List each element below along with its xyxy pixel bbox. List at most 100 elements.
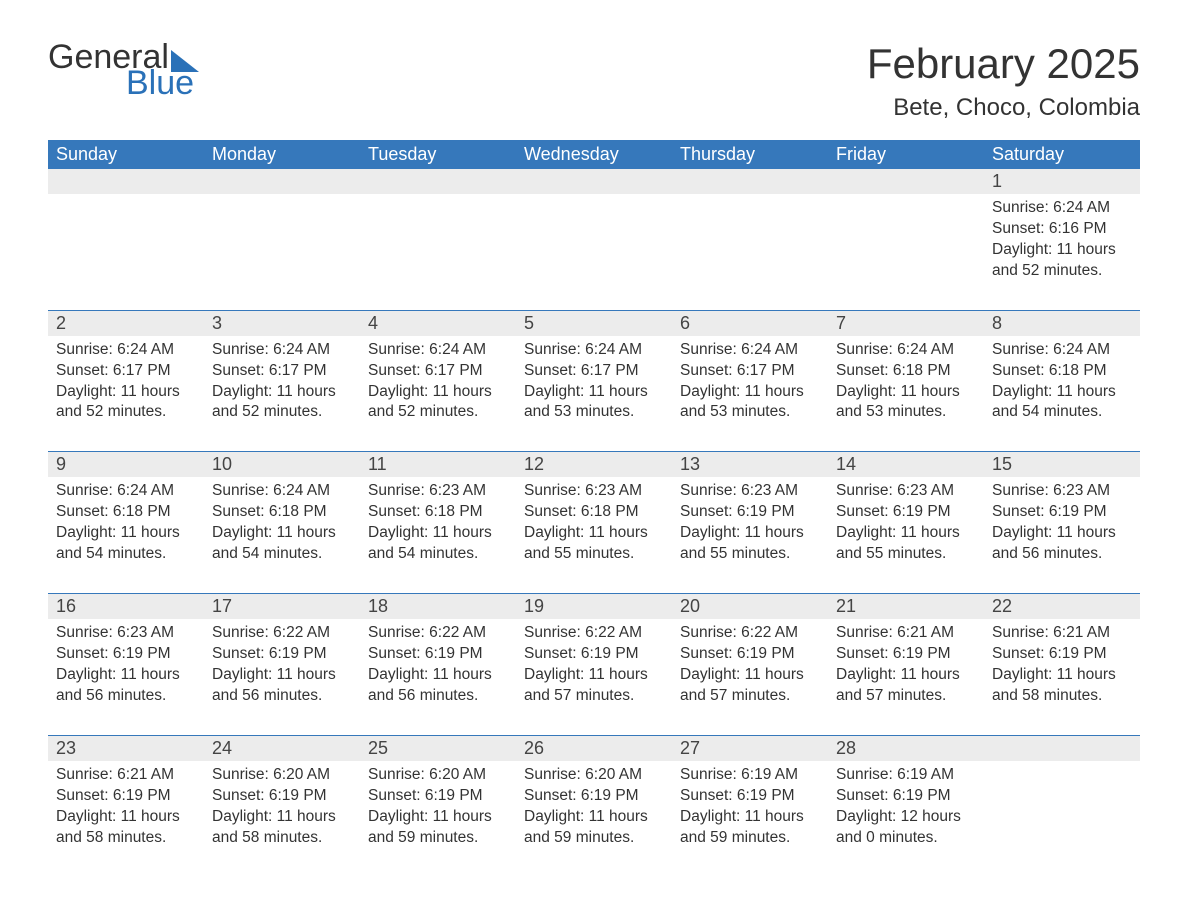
sunrise-line: Sunrise: 6:21 AM bbox=[992, 623, 1132, 644]
daylight-line: Daylight: 11 hours and 58 minutes. bbox=[212, 807, 352, 849]
sunset-line: Sunset: 6:19 PM bbox=[836, 502, 976, 523]
sunset-line: Sunset: 6:17 PM bbox=[56, 361, 196, 382]
sunset-line: Sunset: 6:19 PM bbox=[992, 644, 1132, 665]
day-number-cell: 20 bbox=[672, 594, 828, 619]
day-number-cell: 16 bbox=[48, 594, 204, 619]
sunrise-line: Sunrise: 6:24 AM bbox=[992, 340, 1132, 361]
sunset-line: Sunset: 6:19 PM bbox=[680, 786, 820, 807]
day-detail-cell: Sunrise: 6:24 AMSunset: 6:17 PMDaylight:… bbox=[516, 336, 672, 452]
day-number-cell: 5 bbox=[516, 311, 672, 336]
sunset-line: Sunset: 6:19 PM bbox=[992, 502, 1132, 523]
day-number-cell: 12 bbox=[516, 452, 672, 477]
daylight-line: Daylight: 12 hours and 0 minutes. bbox=[836, 807, 976, 849]
day-detail-cell: Sunrise: 6:23 AMSunset: 6:18 PMDaylight:… bbox=[516, 477, 672, 593]
sunset-line: Sunset: 6:19 PM bbox=[524, 644, 664, 665]
daylight-line: Daylight: 11 hours and 59 minutes. bbox=[368, 807, 508, 849]
daylight-line: Daylight: 11 hours and 55 minutes. bbox=[836, 523, 976, 565]
day-detail-cell: Sunrise: 6:23 AMSunset: 6:19 PMDaylight:… bbox=[984, 477, 1140, 593]
day-detail-cell bbox=[516, 194, 672, 310]
daylight-line: Daylight: 11 hours and 52 minutes. bbox=[992, 240, 1132, 282]
day-detail-cell bbox=[204, 194, 360, 310]
day-detail-cell bbox=[984, 761, 1140, 877]
daylight-line: Daylight: 11 hours and 58 minutes. bbox=[992, 665, 1132, 707]
day-number-cell: 7 bbox=[828, 311, 984, 336]
day-number-cell: 19 bbox=[516, 594, 672, 619]
day-number-cell: 6 bbox=[672, 311, 828, 336]
daylight-line: Daylight: 11 hours and 54 minutes. bbox=[56, 523, 196, 565]
sunrise-line: Sunrise: 6:19 AM bbox=[680, 765, 820, 786]
day-number-cell bbox=[48, 169, 204, 194]
daylight-line: Daylight: 11 hours and 52 minutes. bbox=[368, 382, 508, 424]
day-detail-cell bbox=[360, 194, 516, 310]
day-header: Friday bbox=[828, 140, 984, 169]
sunrise-line: Sunrise: 6:21 AM bbox=[56, 765, 196, 786]
sunset-line: Sunset: 6:17 PM bbox=[368, 361, 508, 382]
day-detail-cell: Sunrise: 6:22 AMSunset: 6:19 PMDaylight:… bbox=[204, 619, 360, 735]
day-number-row: 232425262728 bbox=[48, 736, 1140, 761]
day-detail-row: Sunrise: 6:23 AMSunset: 6:19 PMDaylight:… bbox=[48, 619, 1140, 735]
sunset-line: Sunset: 6:19 PM bbox=[680, 502, 820, 523]
sunset-line: Sunset: 6:19 PM bbox=[680, 644, 820, 665]
sunset-line: Sunset: 6:19 PM bbox=[836, 786, 976, 807]
daylight-line: Daylight: 11 hours and 57 minutes. bbox=[680, 665, 820, 707]
day-detail-row: Sunrise: 6:24 AMSunset: 6:18 PMDaylight:… bbox=[48, 477, 1140, 593]
day-detail-row: Sunrise: 6:24 AMSunset: 6:16 PMDaylight:… bbox=[48, 194, 1140, 310]
day-detail-cell: Sunrise: 6:23 AMSunset: 6:19 PMDaylight:… bbox=[48, 619, 204, 735]
sunset-line: Sunset: 6:18 PM bbox=[836, 361, 976, 382]
sunrise-line: Sunrise: 6:20 AM bbox=[368, 765, 508, 786]
sunset-line: Sunset: 6:19 PM bbox=[368, 644, 508, 665]
sunset-line: Sunset: 6:17 PM bbox=[212, 361, 352, 382]
day-detail-cell: Sunrise: 6:21 AMSunset: 6:19 PMDaylight:… bbox=[984, 619, 1140, 735]
sunset-line: Sunset: 6:18 PM bbox=[368, 502, 508, 523]
sunset-line: Sunset: 6:17 PM bbox=[680, 361, 820, 382]
day-number-cell: 10 bbox=[204, 452, 360, 477]
day-detail-cell: Sunrise: 6:22 AMSunset: 6:19 PMDaylight:… bbox=[360, 619, 516, 735]
day-number-cell: 28 bbox=[828, 736, 984, 761]
day-number-cell bbox=[672, 169, 828, 194]
day-detail-cell bbox=[672, 194, 828, 310]
day-number-cell bbox=[204, 169, 360, 194]
sunrise-line: Sunrise: 6:20 AM bbox=[212, 765, 352, 786]
daylight-line: Daylight: 11 hours and 54 minutes. bbox=[368, 523, 508, 565]
sunrise-line: Sunrise: 6:23 AM bbox=[368, 481, 508, 502]
day-number-cell: 13 bbox=[672, 452, 828, 477]
daylight-line: Daylight: 11 hours and 59 minutes. bbox=[524, 807, 664, 849]
day-detail-row: Sunrise: 6:24 AMSunset: 6:17 PMDaylight:… bbox=[48, 336, 1140, 452]
day-detail-cell: Sunrise: 6:19 AMSunset: 6:19 PMDaylight:… bbox=[828, 761, 984, 877]
day-detail-cell: Sunrise: 6:24 AMSunset: 6:17 PMDaylight:… bbox=[672, 336, 828, 452]
sunset-line: Sunset: 6:18 PM bbox=[56, 502, 196, 523]
day-number-row: 2345678 bbox=[48, 311, 1140, 336]
day-header: Sunday bbox=[48, 140, 204, 169]
day-detail-cell: Sunrise: 6:24 AMSunset: 6:18 PMDaylight:… bbox=[984, 336, 1140, 452]
sunset-line: Sunset: 6:18 PM bbox=[524, 502, 664, 523]
sunrise-line: Sunrise: 6:24 AM bbox=[524, 340, 664, 361]
daylight-line: Daylight: 11 hours and 59 minutes. bbox=[680, 807, 820, 849]
sunrise-line: Sunrise: 6:23 AM bbox=[56, 623, 196, 644]
day-detail-cell: Sunrise: 6:24 AMSunset: 6:17 PMDaylight:… bbox=[48, 336, 204, 452]
day-number-cell: 1 bbox=[984, 169, 1140, 194]
day-detail-cell: Sunrise: 6:23 AMSunset: 6:19 PMDaylight:… bbox=[828, 477, 984, 593]
sunrise-line: Sunrise: 6:23 AM bbox=[680, 481, 820, 502]
daylight-line: Daylight: 11 hours and 57 minutes. bbox=[836, 665, 976, 707]
daylight-line: Daylight: 11 hours and 52 minutes. bbox=[56, 382, 196, 424]
day-number-cell: 22 bbox=[984, 594, 1140, 619]
day-number-cell: 8 bbox=[984, 311, 1140, 336]
sunset-line: Sunset: 6:16 PM bbox=[992, 219, 1132, 240]
day-detail-cell: Sunrise: 6:20 AMSunset: 6:19 PMDaylight:… bbox=[204, 761, 360, 877]
daylight-line: Daylight: 11 hours and 54 minutes. bbox=[212, 523, 352, 565]
sunset-line: Sunset: 6:19 PM bbox=[212, 644, 352, 665]
day-number-cell: 17 bbox=[204, 594, 360, 619]
day-header-row: SundayMondayTuesdayWednesdayThursdayFrid… bbox=[48, 140, 1140, 169]
day-number-row: 9101112131415 bbox=[48, 452, 1140, 477]
sunrise-line: Sunrise: 6:23 AM bbox=[524, 481, 664, 502]
day-number-cell: 3 bbox=[204, 311, 360, 336]
sunset-line: Sunset: 6:19 PM bbox=[524, 786, 664, 807]
sunrise-line: Sunrise: 6:23 AM bbox=[836, 481, 976, 502]
day-number-cell: 9 bbox=[48, 452, 204, 477]
daylight-line: Daylight: 11 hours and 56 minutes. bbox=[992, 523, 1132, 565]
logo: General Blue bbox=[48, 40, 199, 100]
day-detail-cell: Sunrise: 6:24 AMSunset: 6:16 PMDaylight:… bbox=[984, 194, 1140, 310]
day-number-cell: 23 bbox=[48, 736, 204, 761]
sunrise-line: Sunrise: 6:22 AM bbox=[680, 623, 820, 644]
sunset-line: Sunset: 6:18 PM bbox=[212, 502, 352, 523]
